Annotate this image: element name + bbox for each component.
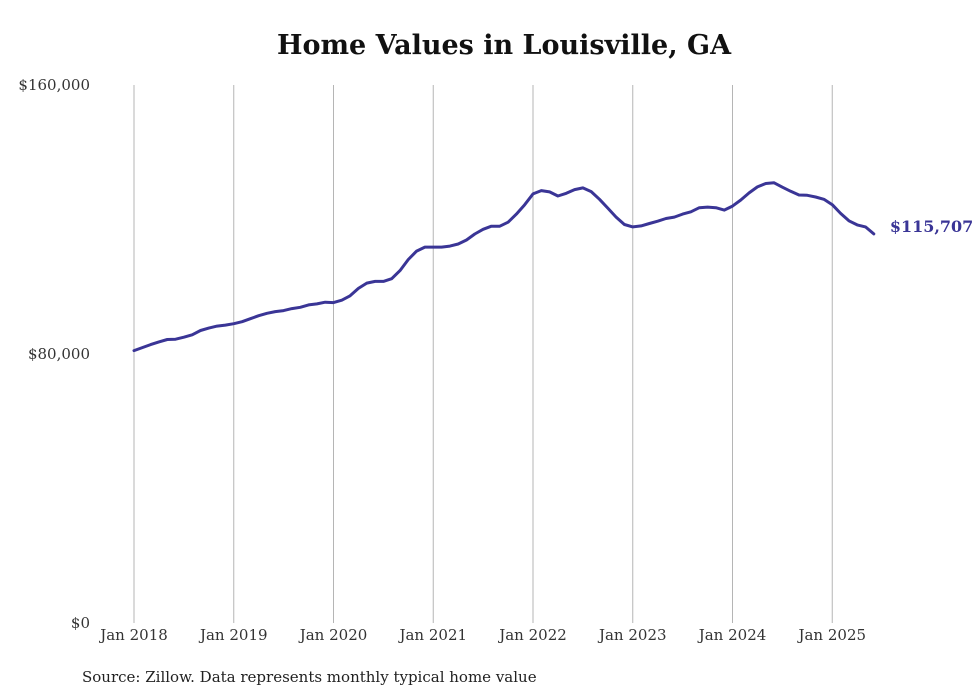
y-axis-tick-labels: $0 $80,000 $160,000: [18, 76, 90, 632]
x-tick-label: Jan 2022: [497, 626, 567, 644]
x-tick-label: Jan 2020: [298, 626, 368, 644]
source-note: Source: Zillow. Data represents monthly …: [82, 668, 537, 686]
x-tick-label: Jan 2023: [597, 626, 667, 644]
x-tick-label: Jan 2024: [697, 626, 767, 644]
data-labels: $115,707: [890, 217, 974, 236]
y-tick-label: $80,000: [28, 345, 90, 363]
series-layer: [132, 181, 876, 353]
x-tick-label: Jan 2018: [98, 626, 168, 644]
y-tick-label: $0: [71, 614, 90, 632]
x-tick-label: Jan 2025: [796, 626, 866, 644]
y-tick-label: $160,000: [18, 76, 90, 94]
x-axis-tick-labels: Jan 2018 Jan 2019 Jan 2020 Jan 2021 Jan 2022…: [98, 626, 866, 644]
chart-title: Home Values in Louisville, GA: [276, 30, 732, 61]
series-line: [132, 181, 876, 353]
gridlines: [133, 85, 833, 623]
x-tick-label: Jan 2021: [397, 626, 467, 644]
end-value-label: $115,707: [890, 217, 974, 236]
x-tick-label: Jan 2019: [198, 626, 268, 644]
